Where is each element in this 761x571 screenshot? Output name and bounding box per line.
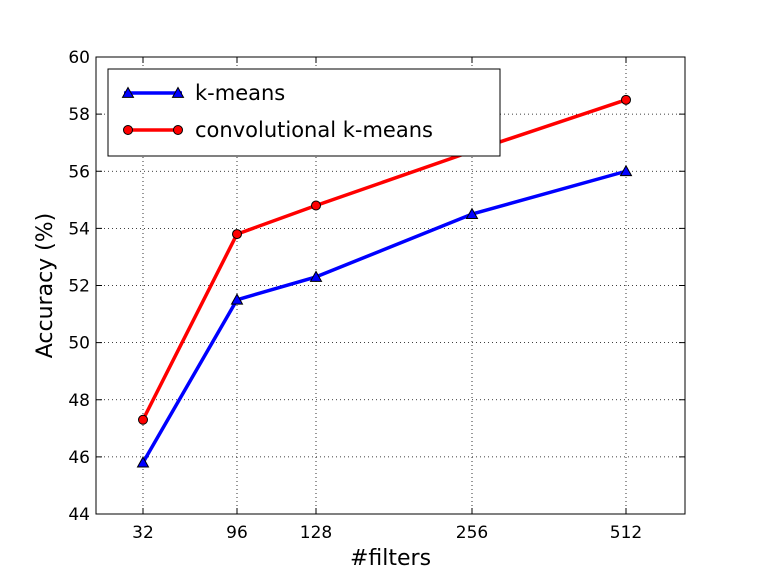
- data-point: [619, 164, 633, 177]
- data-point: [230, 293, 244, 305]
- y-tick-label: 58: [68, 105, 90, 125]
- x-tick-label: 128: [300, 523, 332, 543]
- legend: k-means convolutional k-means: [107, 68, 501, 157]
- y-tick-label: 44: [68, 505, 90, 525]
- y-tick-label: 46: [68, 448, 90, 468]
- data-point: [136, 456, 150, 468]
- legend-label: k-means: [195, 81, 285, 105]
- legend-items: k-means convolutional k-means: [121, 81, 433, 142]
- data-point: [465, 207, 479, 219]
- data-point: [232, 229, 242, 240]
- y-tick-label: 60: [68, 48, 90, 68]
- y-tick-label: 54: [68, 219, 90, 239]
- x-tick-label: 96: [226, 523, 248, 543]
- legend-marker: [121, 86, 135, 98]
- data-point: [311, 200, 321, 211]
- data-point: [621, 94, 631, 105]
- x-tick-label: 512: [610, 523, 642, 543]
- x-tick-label: 256: [456, 523, 488, 543]
- y-axis-label: Accuracy (%): [33, 213, 58, 359]
- y-tick-label: 48: [68, 391, 90, 411]
- data-point: [138, 414, 148, 425]
- legend-box: [107, 68, 501, 157]
- data-point: [309, 270, 323, 282]
- y-tick-label: 52: [68, 277, 90, 297]
- y-tick-label: 50: [68, 334, 90, 354]
- x-tick-label: 32: [132, 523, 154, 543]
- y-tick-label: 56: [68, 162, 90, 182]
- legend-marker: [123, 125, 133, 135]
- legend-marker: [171, 86, 185, 98]
- series-line: [141, 169, 627, 464]
- legend-marker: [173, 125, 183, 135]
- legend-label: convolutional k-means: [195, 118, 433, 142]
- x-axis-label: #filters: [350, 546, 431, 571]
- ticks: 32 96 128 256 512 44 46 48 50 52 54 56 58 60: [68, 48, 685, 543]
- series-layer: [136, 94, 633, 468]
